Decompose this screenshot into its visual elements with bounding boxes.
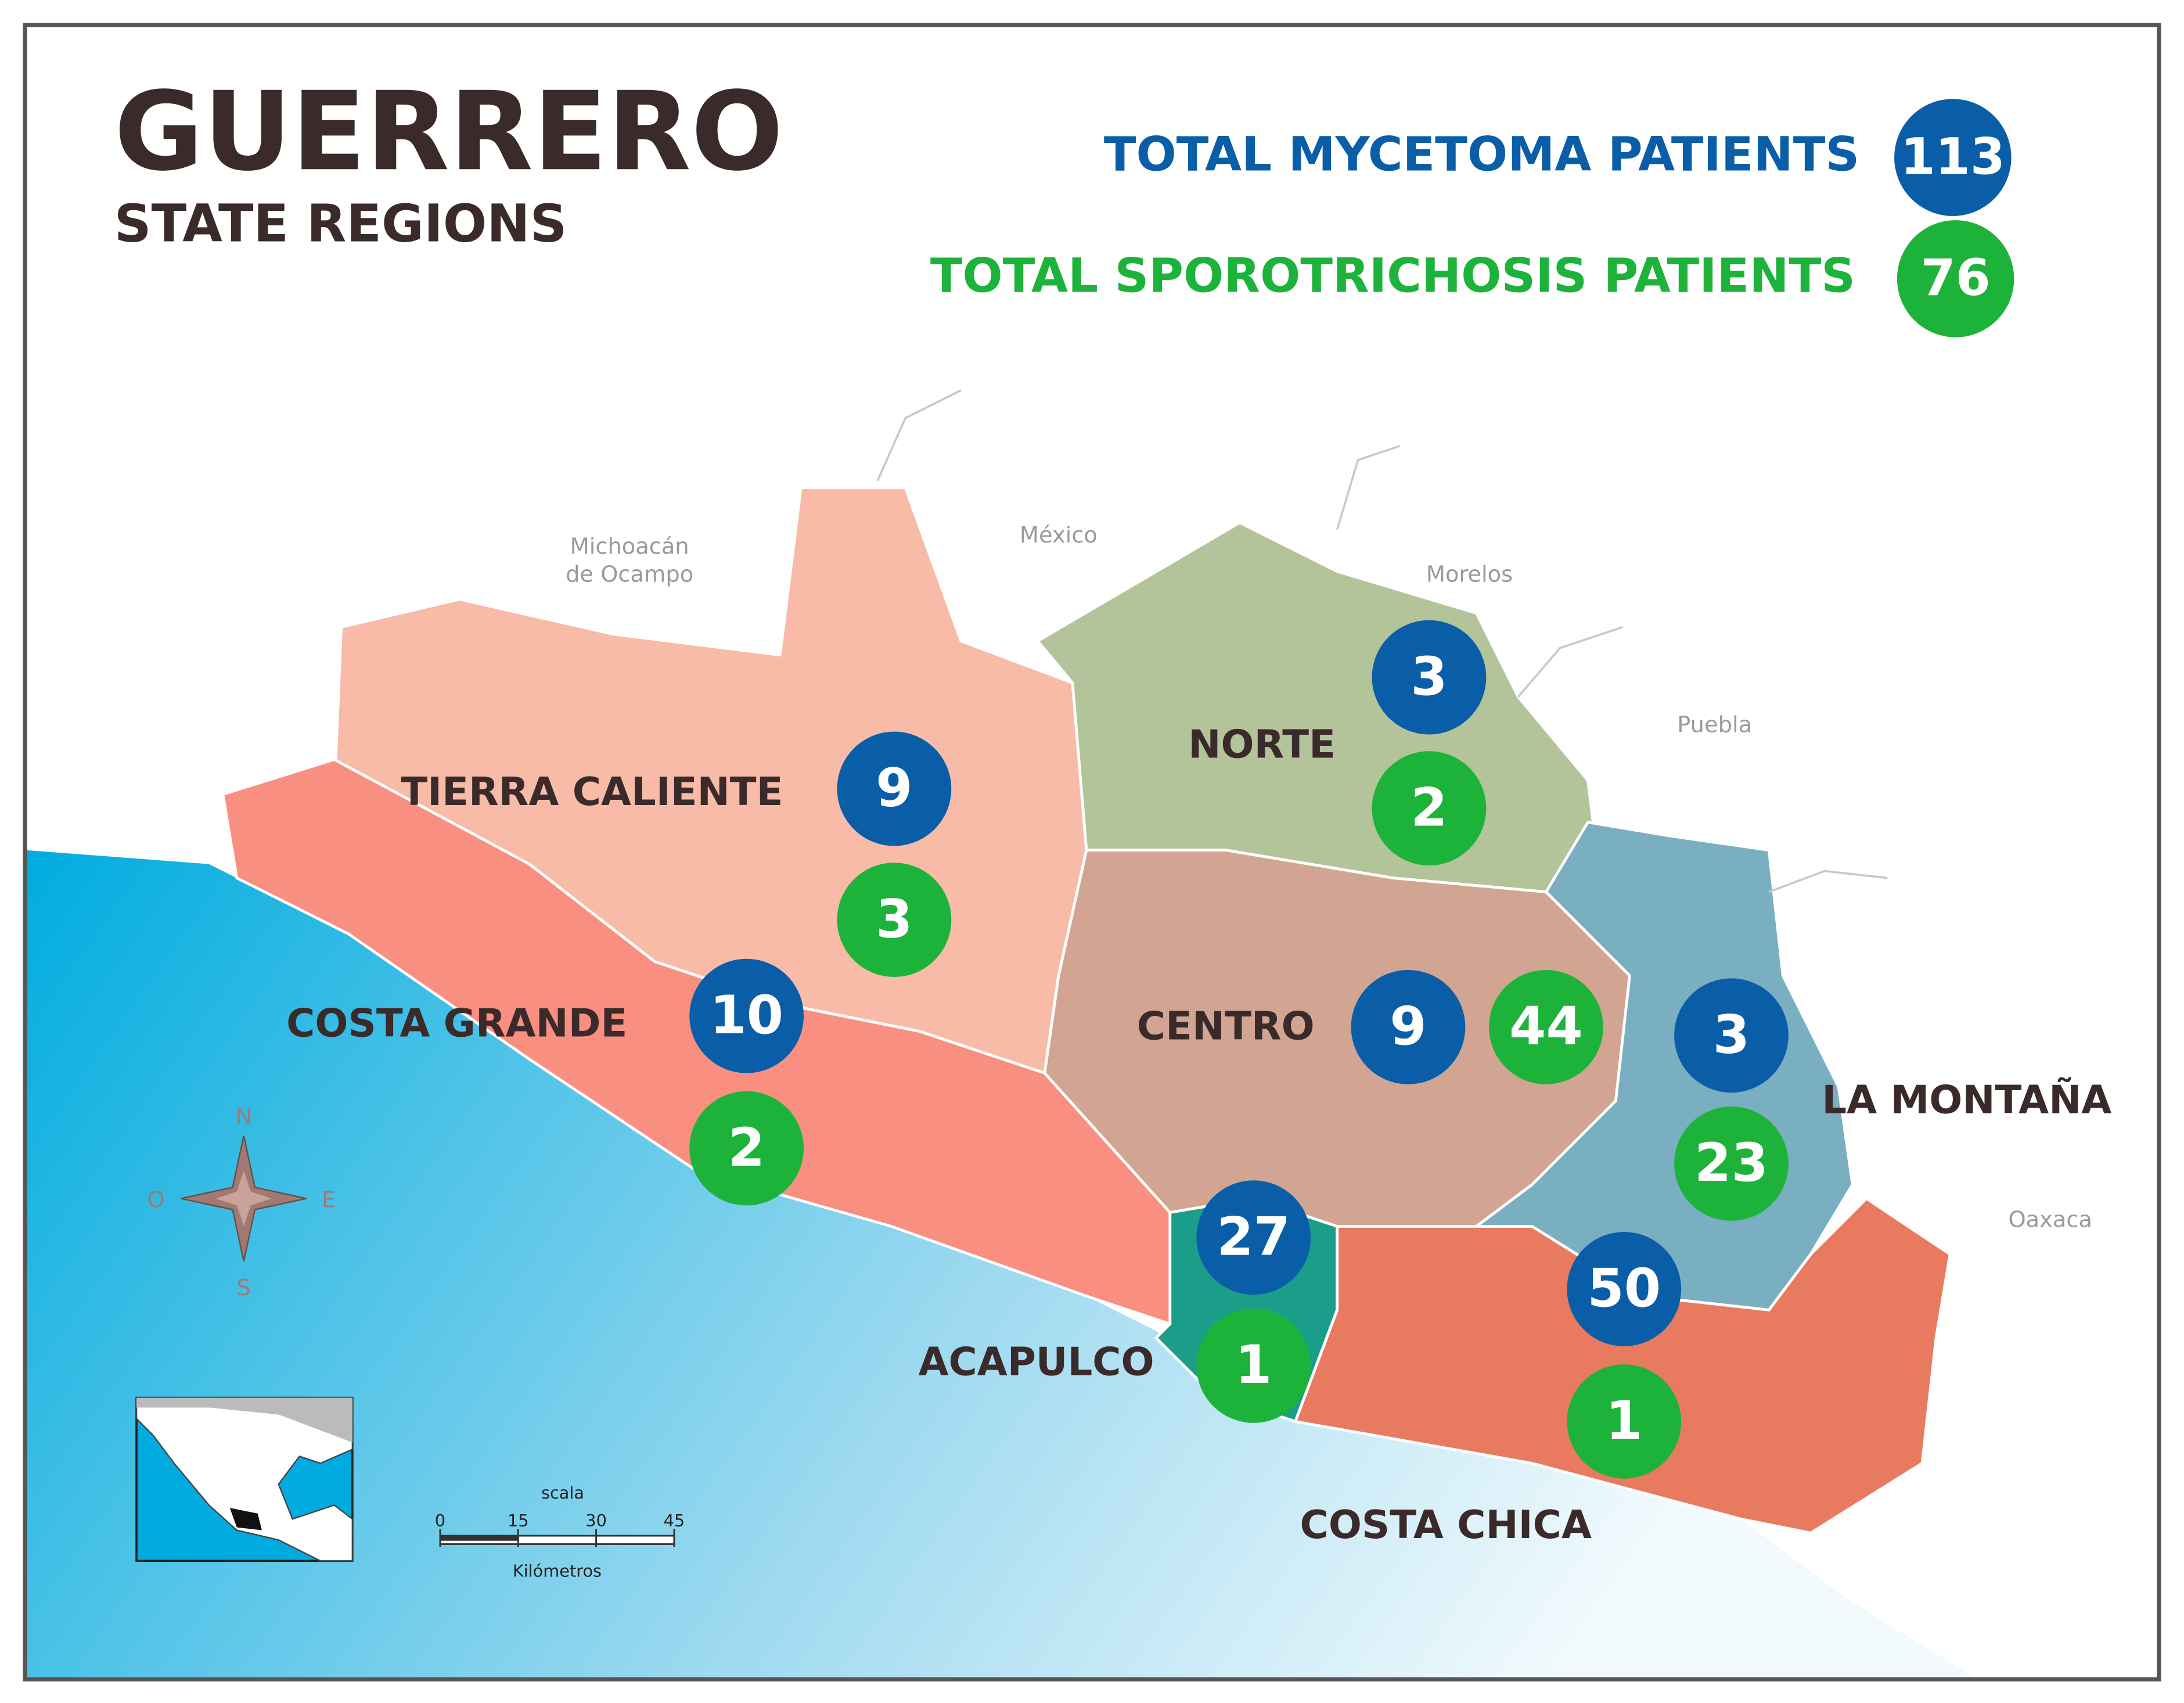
count-label: 3 [1411,646,1447,707]
compass-letter: E [322,1187,336,1213]
inset-country [135,1397,354,1562]
count-bubble [1674,978,1789,1093]
count-label: 10 [710,985,783,1046]
region-label: COSTA GRANDE [286,1000,627,1045]
neighbor-label: Puebla [1677,712,1752,738]
compass-letter: O [147,1187,165,1213]
neighbor-label: de Ocampo [566,561,693,587]
inset-map [135,1396,354,1562]
scale-tick-label: 15 [508,1511,529,1530]
scale-tick-label: 45 [664,1511,685,1530]
count-label: 23 [1694,1132,1768,1194]
legend-bubble [1894,99,2012,216]
count-bubble [1372,620,1487,735]
scale-segment [439,1535,519,1541]
count-bubble [1489,969,1603,1084]
count-label: 27 [1217,1206,1290,1267]
legend-bubble [1897,220,2014,337]
count-label: 44 [1509,996,1583,1057]
count-label: 9 [1390,996,1426,1057]
count-bubble [1567,1364,1682,1479]
count-bubble [1196,1180,1311,1295]
count-bubble [1196,1308,1311,1423]
neighbor-label: Morelos [1426,561,1513,587]
count-label: 2 [728,1117,765,1179]
legend-value: 113 [1901,128,2005,186]
count-bubble [689,1091,804,1206]
neighbor-label: Oaxaca [2008,1206,2092,1233]
legend-label: TOTAL SPOROTRICHOSIS PATIENTS [930,248,1855,303]
state-border [876,389,962,482]
title: GUERRERO [114,69,783,195]
region-label: LA MONTAÑA [1822,1076,2111,1122]
inset-neighbor [136,1397,352,1443]
scale-tick-label: 30 [585,1511,607,1530]
region-label: TIERRA CALIENTE [401,769,783,814]
frame [23,23,2161,1682]
state-border [1336,445,1401,530]
count-label: 1 [1235,1334,1272,1396]
count-bubble [1372,751,1487,865]
inset-highlight [229,1508,262,1530]
scale-tick-label: 0 [435,1511,445,1530]
count-label: 9 [876,757,912,819]
state-border [1768,870,1888,893]
neighbor-label: México [1020,522,1098,548]
region-label: NORTE [1188,722,1336,767]
sea [25,850,1978,1680]
compass-letter: S [237,1275,251,1301]
region-label: ACAPULCO [919,1339,1154,1384]
region-label: CENTRO [1137,1003,1315,1048]
compass-rose [181,1136,307,1262]
subtitle: STATE REGIONS [114,193,567,253]
state-border [1517,626,1623,698]
count-label: 3 [1713,1004,1750,1065]
scale-title: scala [541,1483,584,1503]
region-label: COSTA CHICA [1300,1502,1592,1547]
count-bubble [1567,1232,1682,1346]
count-label: 1 [1606,1390,1642,1451]
scale-unit: Kilómetros [513,1561,602,1580]
count-bubble [1351,969,1466,1084]
count-label: 50 [1587,1258,1661,1319]
scale-bar [439,1535,675,1545]
legend-value: 76 [1921,249,1991,307]
count-bubble [837,863,952,977]
count-label: 2 [1411,777,1447,838]
legend-label: TOTAL MYCETOMA PATIENTS [1104,127,1859,182]
state-borders [876,389,1888,893]
count-bubble [689,958,804,1073]
count-bubble [1674,1106,1789,1221]
compass-inner [215,1170,272,1227]
count-label: 3 [876,888,912,950]
compass-letter: N [235,1104,252,1130]
count-bubble [837,731,952,846]
neighbor-label: Michoacán [570,533,689,559]
